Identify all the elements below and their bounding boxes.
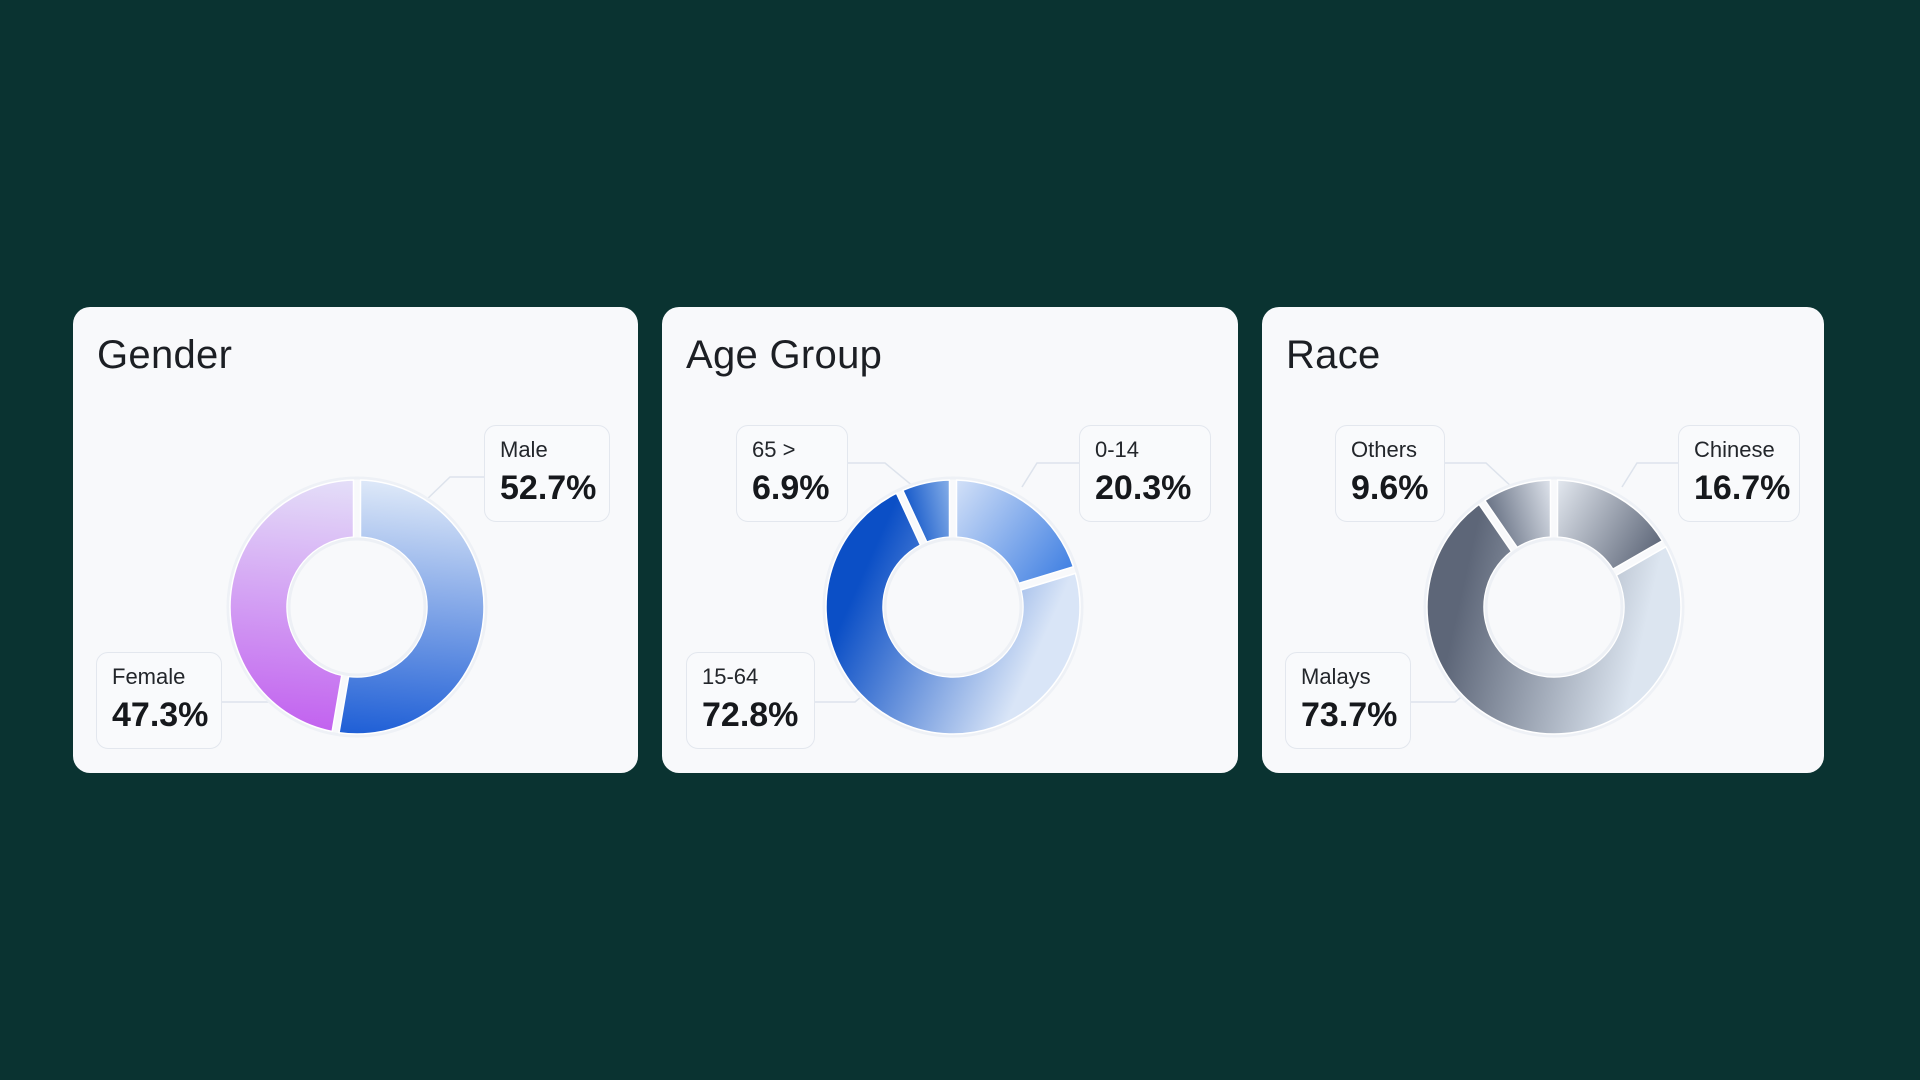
slice-label-15-64: 15-64 72.8%	[686, 652, 815, 749]
donut-outline	[226, 476, 488, 738]
chart-card-race: Race Chinese 16.7% Malays 73.7% Others 9…	[1262, 307, 1824, 773]
slice-label-name: Chinese	[1694, 437, 1775, 462]
slice-label-chinese: Chinese 16.7%	[1678, 425, 1800, 522]
chart-card-gender: Gender Male 52.7% Female 47.3%	[73, 307, 638, 773]
chart-card-age-group: Age Group 0-14 20.3% 15-64 72.8% 65 > 6.…	[662, 307, 1238, 773]
slice-label-value: 6.9%	[752, 469, 830, 507]
slice-label-value: 47.3%	[112, 696, 209, 734]
leader-line	[848, 462, 915, 488]
leader-line	[1621, 462, 1678, 488]
slice-label-0-14: 0-14 20.3%	[1079, 425, 1211, 522]
slice-label-value: 16.7%	[1694, 469, 1791, 507]
donut-hole-ring	[287, 537, 427, 677]
donut-chart-age-group	[815, 462, 1084, 738]
donut-chart-race	[1411, 462, 1685, 738]
chart-title: Race	[1286, 333, 1381, 377]
slice-label-value: 52.7%	[500, 469, 597, 507]
slice-label-others: Others 9.6%	[1335, 425, 1445, 522]
slice-label-name: Male	[500, 437, 548, 462]
donut-outline	[1423, 476, 1685, 738]
chart-title: Age Group	[686, 333, 883, 377]
slice-label-value: 72.8%	[702, 696, 799, 734]
slice-label-value: 73.7%	[1301, 696, 1398, 734]
slice-label-value: 9.6%	[1351, 469, 1429, 507]
donut-slice-65	[902, 479, 951, 543]
donut-slice-malays	[1426, 503, 1682, 735]
slice-label-name: Others	[1351, 437, 1418, 462]
slice-label-name: 15-64	[702, 664, 759, 689]
donut-slice-chinese	[1556, 479, 1664, 570]
chart-title: Gender	[97, 333, 233, 377]
slice-label-value: 20.3%	[1095, 469, 1192, 507]
donut-hole-ring	[883, 537, 1023, 677]
slice-label-female: Female 47.3%	[96, 652, 222, 749]
donut-outline	[822, 476, 1084, 738]
donut-slice-15-64	[825, 492, 1081, 735]
donut-hole-ring	[1484, 537, 1624, 677]
slice-label-name: Malays	[1301, 664, 1371, 689]
slice-label-name: Female	[112, 664, 186, 689]
slice-label-65-plus: 65 > 6.9%	[736, 425, 848, 522]
donut-slice-others	[1484, 479, 1552, 549]
slice-label-name: 65 >	[752, 437, 796, 462]
donut-chart-gender	[222, 476, 488, 738]
leader-line	[1021, 462, 1079, 488]
slice-label-male: Male 52.7%	[484, 425, 610, 522]
donut-slice-0-14	[955, 479, 1075, 585]
donut-slice-female	[229, 479, 355, 733]
slice-label-malays: Malays 73.7%	[1285, 652, 1411, 749]
slice-label-name: 0-14	[1095, 437, 1140, 462]
donut-slice-male	[338, 479, 485, 735]
leader-line	[1445, 462, 1515, 490]
leader-line	[422, 476, 484, 504]
